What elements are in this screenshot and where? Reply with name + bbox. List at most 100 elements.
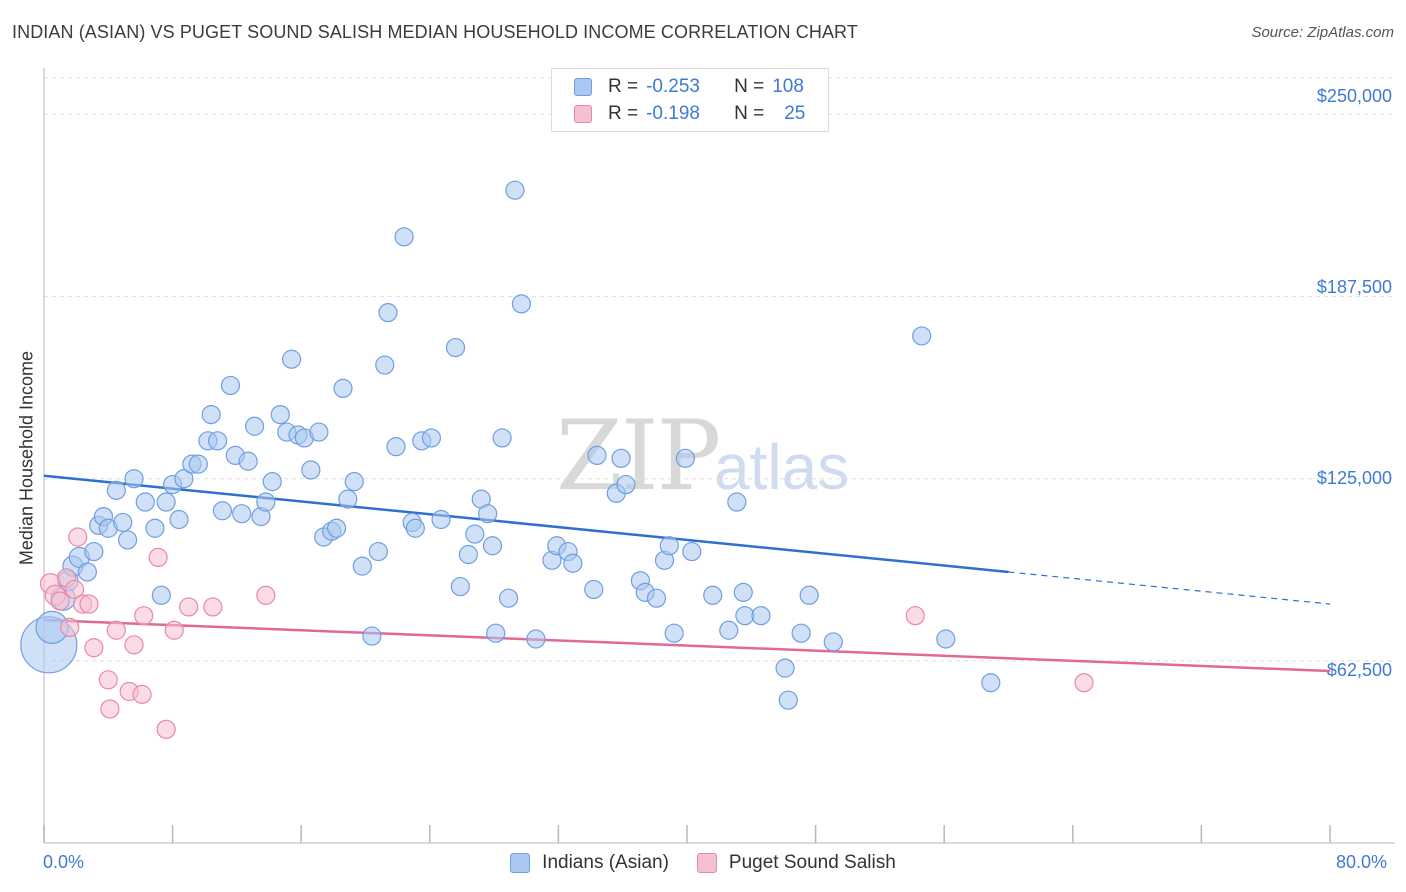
indians-point (912, 326, 932, 346)
indians-point (823, 632, 843, 652)
indians-point (220, 375, 241, 396)
gridlines (44, 77, 1395, 662)
indians-point (458, 544, 478, 565)
indians-point (238, 451, 258, 471)
y-tick-label-125000: $125,000 (1316, 468, 1392, 488)
stats-legend: R = -0.253 N = 108 R = -0.198 N = 25 (551, 68, 829, 132)
indians-point (151, 585, 171, 605)
indians-point (145, 518, 165, 538)
indians-point (326, 518, 347, 538)
indians-point (431, 509, 451, 530)
y-tick-label-250000: $250,000 (1316, 86, 1392, 106)
indians-point (450, 576, 470, 597)
salish-point (79, 594, 99, 614)
indians-point (675, 448, 695, 468)
salish-point (1074, 673, 1094, 693)
indians-point (733, 582, 753, 602)
series-legend: Indians (Asian) Puget Sound Salish (0, 852, 1406, 874)
indians-point (498, 588, 519, 608)
indians-point (113, 512, 133, 533)
indians-point (682, 541, 702, 562)
indians-point (703, 585, 723, 605)
indians-point (208, 431, 228, 451)
indians-point (778, 690, 798, 710)
legend-r-label: R = (608, 103, 639, 124)
salish-point (132, 684, 152, 704)
indians-point (735, 606, 755, 626)
salish-point (156, 719, 176, 739)
indians-point (212, 501, 233, 521)
salish-point (124, 635, 144, 655)
indians-point (646, 588, 667, 608)
indians-point (719, 620, 739, 640)
y-axis-label: Median Household Income (16, 350, 37, 566)
salish-point (60, 617, 80, 637)
salish-point (164, 620, 184, 640)
indians-point (256, 492, 276, 512)
indians-point (799, 585, 819, 605)
indians-point (981, 673, 1001, 693)
indians-point (492, 428, 512, 448)
salish-point (256, 585, 276, 605)
indians-point (664, 623, 684, 643)
indians-point (611, 448, 631, 468)
indians-point (352, 556, 372, 576)
indians-point (936, 629, 956, 649)
indians-point (482, 536, 503, 556)
indians-point (77, 562, 98, 582)
indians-point (244, 416, 265, 436)
legend-r-label: R = (608, 76, 639, 97)
x-tick-label-min: 0.0% (43, 852, 85, 872)
data-points (20, 180, 1094, 739)
indians-point (659, 536, 679, 556)
salish-point (179, 597, 199, 617)
legend-n-value: 25 (784, 103, 806, 124)
legend-row-indians: R = -0.253 N = 108 (574, 75, 804, 99)
legend-item-salish[interactable]: Puget Sound Salish (696, 852, 896, 874)
indians-point (368, 541, 388, 562)
indians-point (106, 480, 126, 500)
indians-point (232, 504, 252, 524)
legend-swatch-salish (696, 853, 717, 873)
legend-swatch-indians (574, 78, 592, 96)
watermark-atlas: atlas (714, 431, 850, 503)
indians-point (188, 454, 208, 474)
source-credit: Source: ZipAtlas.com (1251, 24, 1394, 41)
salish-point (84, 638, 104, 658)
indians-point (362, 626, 382, 646)
chart-title: INDIAN (ASIAN) VS PUGET SOUND SALISH MED… (12, 22, 858, 42)
indians-point (124, 469, 144, 489)
x-tick-label-max: 80.0% (1336, 852, 1388, 872)
indians-point (117, 530, 138, 550)
indians-point (584, 579, 604, 600)
legend-n-value: 108 (772, 76, 804, 97)
y-tick-label-62500: $62,500 (1326, 660, 1392, 680)
indians-point (270, 405, 290, 425)
indians-point (511, 294, 532, 314)
legend-n-label: N = (734, 76, 765, 97)
indians-point (775, 658, 795, 678)
indians-point (445, 337, 466, 358)
indians-point (587, 445, 607, 465)
indians-point (394, 227, 414, 247)
legend-swatch-indians (510, 853, 531, 873)
indians-point (156, 492, 176, 512)
indians-point (421, 428, 442, 448)
legend-label-indians: Indians (Asian) (542, 852, 669, 873)
legend-r-value: -0.253 (646, 76, 700, 97)
indians-point (262, 472, 282, 492)
salish-point (64, 579, 85, 600)
salish-trend-line (43, 618, 1331, 673)
indians-point (486, 623, 506, 643)
indians-trend-line (43, 474, 1009, 574)
legend-label-salish: Puget Sound Salish (728, 852, 896, 873)
indians-point (375, 355, 395, 375)
salish-point (148, 547, 168, 568)
legend-item-indians[interactable]: Indians (Asian) (510, 852, 669, 874)
indians-point (169, 509, 189, 530)
salish-point (100, 699, 120, 719)
indians-point (465, 524, 485, 544)
indians-point (174, 469, 194, 489)
salish-point (203, 597, 223, 617)
